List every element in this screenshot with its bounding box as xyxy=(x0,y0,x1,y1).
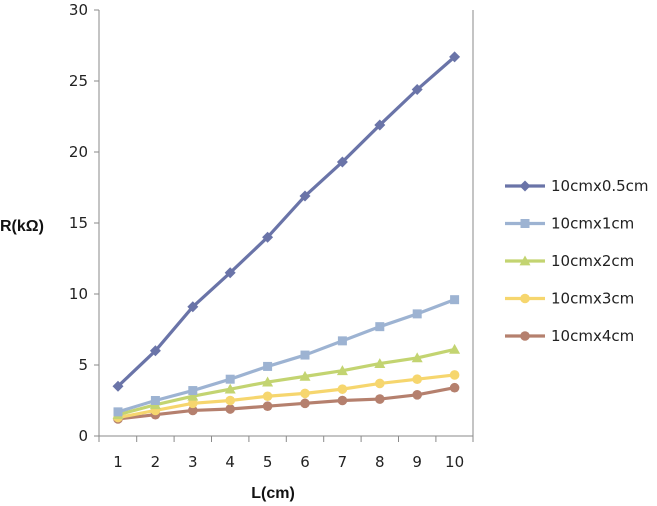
data-point xyxy=(300,350,310,360)
legend-item: 10cmx2cm xyxy=(505,252,634,270)
data-point xyxy=(149,345,161,357)
x-tick-label: 7 xyxy=(338,453,348,471)
legend-marker xyxy=(520,331,530,341)
data-point xyxy=(449,51,461,63)
legend-item: 10cmx0.5cm xyxy=(505,177,649,195)
series-line xyxy=(116,55,456,388)
data-point xyxy=(224,267,236,279)
data-point xyxy=(187,390,199,401)
data-point xyxy=(300,388,310,399)
y-tick-label: 15 xyxy=(69,214,88,232)
data-point xyxy=(411,84,423,96)
x-axis-title: L(cm) xyxy=(251,485,295,502)
data-point xyxy=(188,405,198,416)
data-point xyxy=(336,156,348,168)
y-axis-title: R(kΩ) xyxy=(0,218,44,235)
x-tick-label: 2 xyxy=(151,453,161,471)
data-point xyxy=(375,322,385,332)
y-tick-label: 10 xyxy=(69,285,88,303)
axes: 0 5 10 15 20 25 30 1 2 3 4 5 6 7 8 9 10 xyxy=(69,1,474,471)
legend-marker xyxy=(520,219,530,228)
data-point xyxy=(337,395,348,406)
y-tick-label: 30 xyxy=(69,1,88,19)
legend: 10cmx0.5cm 10cmx1cm 10cmx2cm 10cmx3cm 10cmx4… xyxy=(505,177,649,345)
data-point xyxy=(188,386,198,396)
data-point xyxy=(375,378,385,389)
data-point xyxy=(225,404,235,414)
data-point xyxy=(262,391,273,402)
series-10cmx3cm xyxy=(113,370,460,423)
data-point xyxy=(262,376,274,387)
legend-label: 10cmx1cm xyxy=(551,215,634,233)
legend-marker xyxy=(519,180,531,192)
data-point xyxy=(374,119,386,131)
data-point xyxy=(300,398,310,409)
data-point xyxy=(262,401,273,411)
series-10cmx0.5cm xyxy=(112,51,461,392)
legend-item: 10cmx4cm xyxy=(505,327,634,345)
data-point xyxy=(224,383,236,394)
x-tick-label: 4 xyxy=(225,453,235,471)
data-point xyxy=(412,309,422,319)
data-point xyxy=(449,370,460,380)
x-tick-label: 3 xyxy=(188,453,198,471)
data-point xyxy=(412,390,423,400)
data-point xyxy=(375,394,385,404)
legend-marker xyxy=(520,293,530,304)
data-point xyxy=(263,361,273,371)
x-tick-label: 5 xyxy=(263,453,273,471)
series-10cmx1cm xyxy=(113,295,460,417)
x-tick-label: 9 xyxy=(412,453,422,471)
data-point xyxy=(113,407,123,417)
y-tick-label: 25 xyxy=(69,72,88,90)
legend-label: 10cmx2cm xyxy=(551,252,634,270)
legend-item: 10cmx1cm xyxy=(505,215,634,233)
x-tick-label: 6 xyxy=(300,453,310,471)
data-point xyxy=(450,295,460,305)
data-point xyxy=(188,398,198,409)
x-tick-label: 10 xyxy=(445,453,464,471)
legend-label: 10cmx0.5cm xyxy=(551,177,649,195)
series-line xyxy=(117,298,456,414)
data-point xyxy=(337,336,347,346)
data-point xyxy=(374,358,386,368)
series-layer xyxy=(112,51,461,424)
y-tick-label: 5 xyxy=(78,356,88,374)
legend-label: 10cmx4cm xyxy=(551,327,634,345)
legend-label: 10cmx3cm xyxy=(551,290,634,308)
data-point xyxy=(411,352,423,363)
data-point xyxy=(187,301,199,313)
y-tick-label: 20 xyxy=(69,143,88,161)
data-point xyxy=(225,374,235,384)
series-line xyxy=(117,386,455,421)
data-point xyxy=(225,395,235,406)
data-point xyxy=(412,374,423,385)
data-point xyxy=(449,343,461,354)
x-tick-label: 8 xyxy=(375,453,385,471)
data-point xyxy=(299,190,311,202)
data-point xyxy=(262,231,274,243)
data-point xyxy=(299,370,311,381)
data-point xyxy=(150,396,160,405)
legend-marker xyxy=(519,255,531,266)
legend-item: 10cmx3cm xyxy=(505,290,634,308)
data-point xyxy=(337,384,348,394)
series-line xyxy=(117,373,455,420)
series-line xyxy=(117,347,455,417)
data-point xyxy=(336,365,348,376)
data-point xyxy=(449,382,460,393)
x-tick-label: 1 xyxy=(113,453,123,471)
data-point xyxy=(112,380,124,392)
y-tick-label: 0 xyxy=(78,427,88,445)
